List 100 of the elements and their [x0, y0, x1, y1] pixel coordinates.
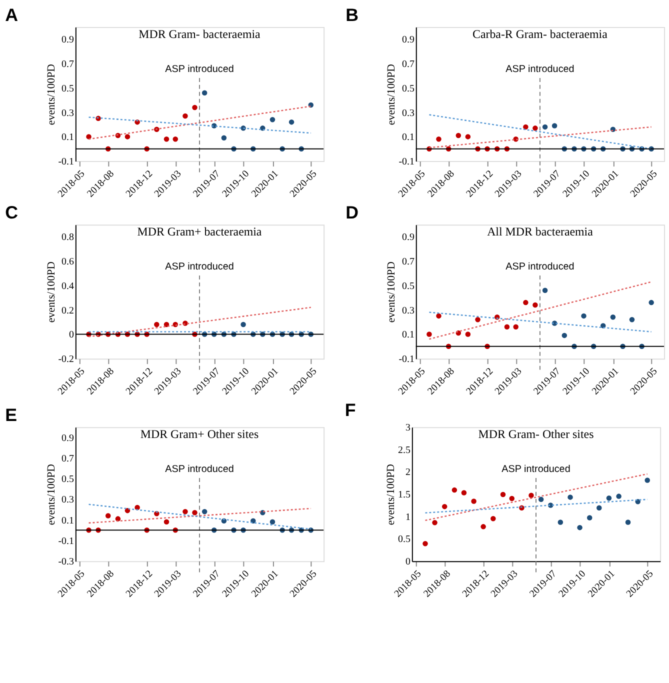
point — [542, 288, 548, 293]
y-tick-label: 0.9 — [62, 34, 74, 46]
point — [270, 519, 276, 525]
chart-title: MDR Gram+ Other sites — [140, 426, 259, 441]
point — [500, 492, 506, 498]
y-tick-label: -0.1 — [398, 156, 414, 168]
chart-title: MDR Gram- bacteraemia — [138, 26, 262, 41]
y-tick-label: 0.5 — [402, 83, 414, 94]
y-tick-label: 0 — [68, 330, 74, 341]
point — [134, 504, 140, 510]
y-tick-label: 0.5 — [62, 83, 74, 94]
point — [644, 478, 650, 483]
y-tick-label: 0.1 — [62, 515, 74, 526]
y-tick-label: 0.9 — [402, 34, 414, 46]
y-tick-label: 1 — [405, 512, 410, 523]
y-axis-title: events/100PD — [386, 64, 398, 126]
ref-line-label: ASP introduced — [165, 464, 234, 476]
point — [504, 324, 510, 330]
text: C — [5, 202, 18, 223]
text: A — [5, 5, 18, 26]
y-tick-label: 0.1 — [62, 132, 74, 144]
point — [532, 126, 538, 131]
y-tick-label: -0.2 — [58, 354, 74, 366]
point — [596, 505, 602, 511]
y-tick-label: 0.8 — [62, 232, 74, 244]
y-tick-label: 0.2 — [62, 305, 74, 316]
y-tick-label: 1.5 — [398, 490, 410, 501]
point — [86, 134, 92, 140]
point — [452, 487, 458, 493]
point — [475, 316, 480, 322]
point — [606, 495, 612, 501]
point — [456, 132, 462, 138]
ref-line-label: ASP introduced — [165, 262, 234, 273]
y-tick-label: 0.4 — [62, 280, 74, 292]
y-tick-label: 0.7 — [62, 453, 74, 464]
point — [432, 520, 438, 526]
point — [192, 510, 198, 516]
y-axis-title: events/100PD — [385, 464, 398, 526]
point — [552, 123, 558, 128]
point — [471, 498, 476, 504]
chart-title: MDR Gram+ bacteraemia — [137, 224, 262, 239]
point — [513, 324, 518, 330]
point — [164, 136, 170, 142]
point — [586, 515, 592, 520]
point — [562, 332, 568, 338]
y-tick-label: 0.7 — [402, 256, 414, 268]
point — [436, 136, 442, 142]
y-tick-label: 0.6 — [62, 256, 74, 268]
point — [154, 322, 160, 328]
y-tick-label: 0.1 — [402, 330, 414, 341]
point — [523, 300, 528, 306]
point — [182, 508, 188, 514]
ref-line-label: ASP introduced — [165, 64, 234, 76]
point — [568, 494, 573, 500]
y-axis-title: events/100PD — [386, 261, 398, 323]
point — [581, 313, 586, 319]
y-tick-label: 0.3 — [402, 108, 414, 119]
point — [436, 313, 442, 319]
chart-title: MDR Gram- Other sites — [478, 426, 594, 441]
point — [532, 302, 538, 308]
y-tick-label: 0.5 — [62, 474, 74, 486]
point — [422, 541, 428, 546]
y-tick-label: 0.3 — [402, 305, 414, 316]
point — [538, 496, 544, 502]
ref-line-label: ASP introduced — [506, 262, 574, 273]
point — [610, 314, 616, 320]
y-tick-label: 0.3 — [62, 494, 74, 506]
point — [490, 516, 496, 522]
point — [240, 322, 246, 328]
point — [182, 113, 188, 119]
point — [426, 332, 432, 337]
point — [577, 524, 582, 530]
y-tick-label: 0.5 — [402, 280, 414, 292]
point — [616, 494, 622, 499]
y-tick-label: 2 — [405, 467, 410, 478]
point — [465, 332, 471, 337]
y-tick-label: 0 — [405, 556, 410, 568]
ref-line-label: ASP introduced — [502, 464, 570, 476]
ref-line-label: ASP introduced — [506, 64, 574, 76]
point — [465, 134, 471, 140]
point — [270, 117, 276, 122]
y-axis-title: events/100PD — [45, 261, 58, 323]
point — [124, 134, 130, 140]
point — [221, 135, 227, 141]
point — [442, 504, 448, 510]
point — [202, 508, 208, 514]
y-tick-label: 2.5 — [398, 444, 410, 456]
point — [528, 492, 534, 498]
point — [164, 322, 170, 328]
point — [115, 516, 121, 522]
point — [523, 124, 528, 130]
point — [480, 524, 486, 530]
point — [164, 519, 170, 525]
text: E — [5, 405, 18, 426]
y-tick-label: 0.5 — [398, 534, 410, 546]
y-axis-title: events/100PD — [45, 464, 58, 526]
text: B — [346, 5, 359, 26]
y-tick-label: 0.9 — [402, 232, 414, 244]
point — [172, 136, 178, 142]
point — [461, 490, 467, 496]
